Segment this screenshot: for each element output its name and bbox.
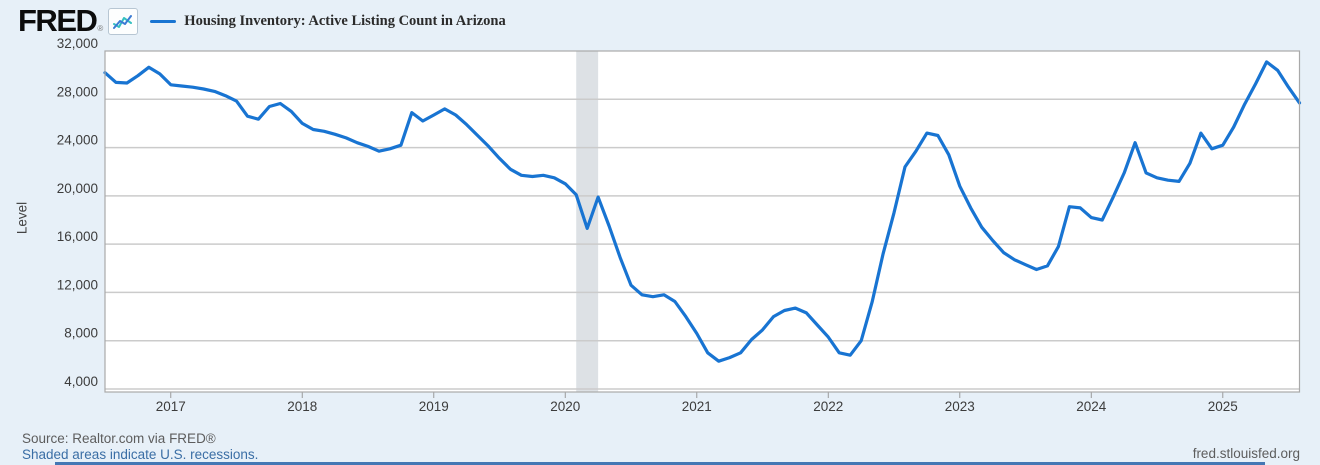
svg-text:2019: 2019	[419, 399, 449, 414]
svg-text:2021: 2021	[682, 399, 712, 414]
bottom-accent-bar	[55, 462, 1265, 465]
line-chart-plot-area[interactable]: 32,000 28,000 24,000 20,000 16,000 12,000 8,00…	[0, 0, 1320, 430]
chart-header: FRED ® Housing Inventory: Active Listing…	[18, 5, 506, 37]
svg-text:16,000: 16,000	[57, 229, 98, 244]
svg-text:2018: 2018	[287, 399, 317, 414]
svg-text:8,000: 8,000	[64, 326, 98, 341]
svg-text:24,000: 24,000	[57, 133, 98, 148]
source-attribution: Source: Realtor.com via FRED®	[22, 431, 216, 446]
svg-text:12,000: 12,000	[57, 277, 98, 292]
svg-text:20,000: 20,000	[57, 181, 98, 196]
legend-line-marker	[150, 19, 177, 23]
svg-text:2024: 2024	[1076, 399, 1107, 414]
svg-text:2022: 2022	[813, 399, 843, 414]
series-title: Housing Inventory: Active Listing Count …	[184, 12, 506, 29]
svg-text:4,000: 4,000	[64, 374, 98, 389]
fred-logo-text: FRED	[18, 3, 98, 38]
line-chart-icon	[108, 8, 139, 35]
svg-text:28,000: 28,000	[57, 84, 98, 99]
fred-logo[interactable]: FRED ®	[18, 3, 139, 38]
svg-text:2023: 2023	[945, 399, 975, 414]
fred-site-link[interactable]: fred.stlouisfed.org	[1192, 446, 1300, 461]
svg-text:2025: 2025	[1208, 399, 1238, 414]
recession-note-link[interactable]: Shaded areas indicate U.S. recessions.	[22, 447, 259, 462]
series-legend: Housing Inventory: Active Listing Count …	[150, 12, 506, 30]
svg-text:32,000: 32,000	[57, 36, 98, 51]
svg-text:2020: 2020	[550, 399, 580, 414]
registered-trademark: ®	[97, 24, 104, 33]
svg-text:2017: 2017	[156, 399, 186, 414]
